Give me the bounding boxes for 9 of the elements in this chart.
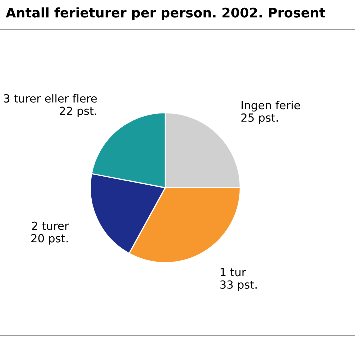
data-label: 22 pst.	[60, 106, 96, 118]
chart-title: Antall ferieturer per person. 2002. Prosent	[6, 8, 326, 20]
data-label: 33 pst.	[220, 280, 257, 292]
slice-label: 3 turer eller flere	[4, 94, 98, 103]
data-label: 25 pst.	[242, 114, 278, 124]
slice-label: Ingen ferie	[242, 101, 300, 112]
data-label: 20 pst.	[32, 234, 68, 245]
slice-label: 1 tur	[220, 268, 246, 277]
slice-label: 2 turer	[32, 222, 70, 230]
